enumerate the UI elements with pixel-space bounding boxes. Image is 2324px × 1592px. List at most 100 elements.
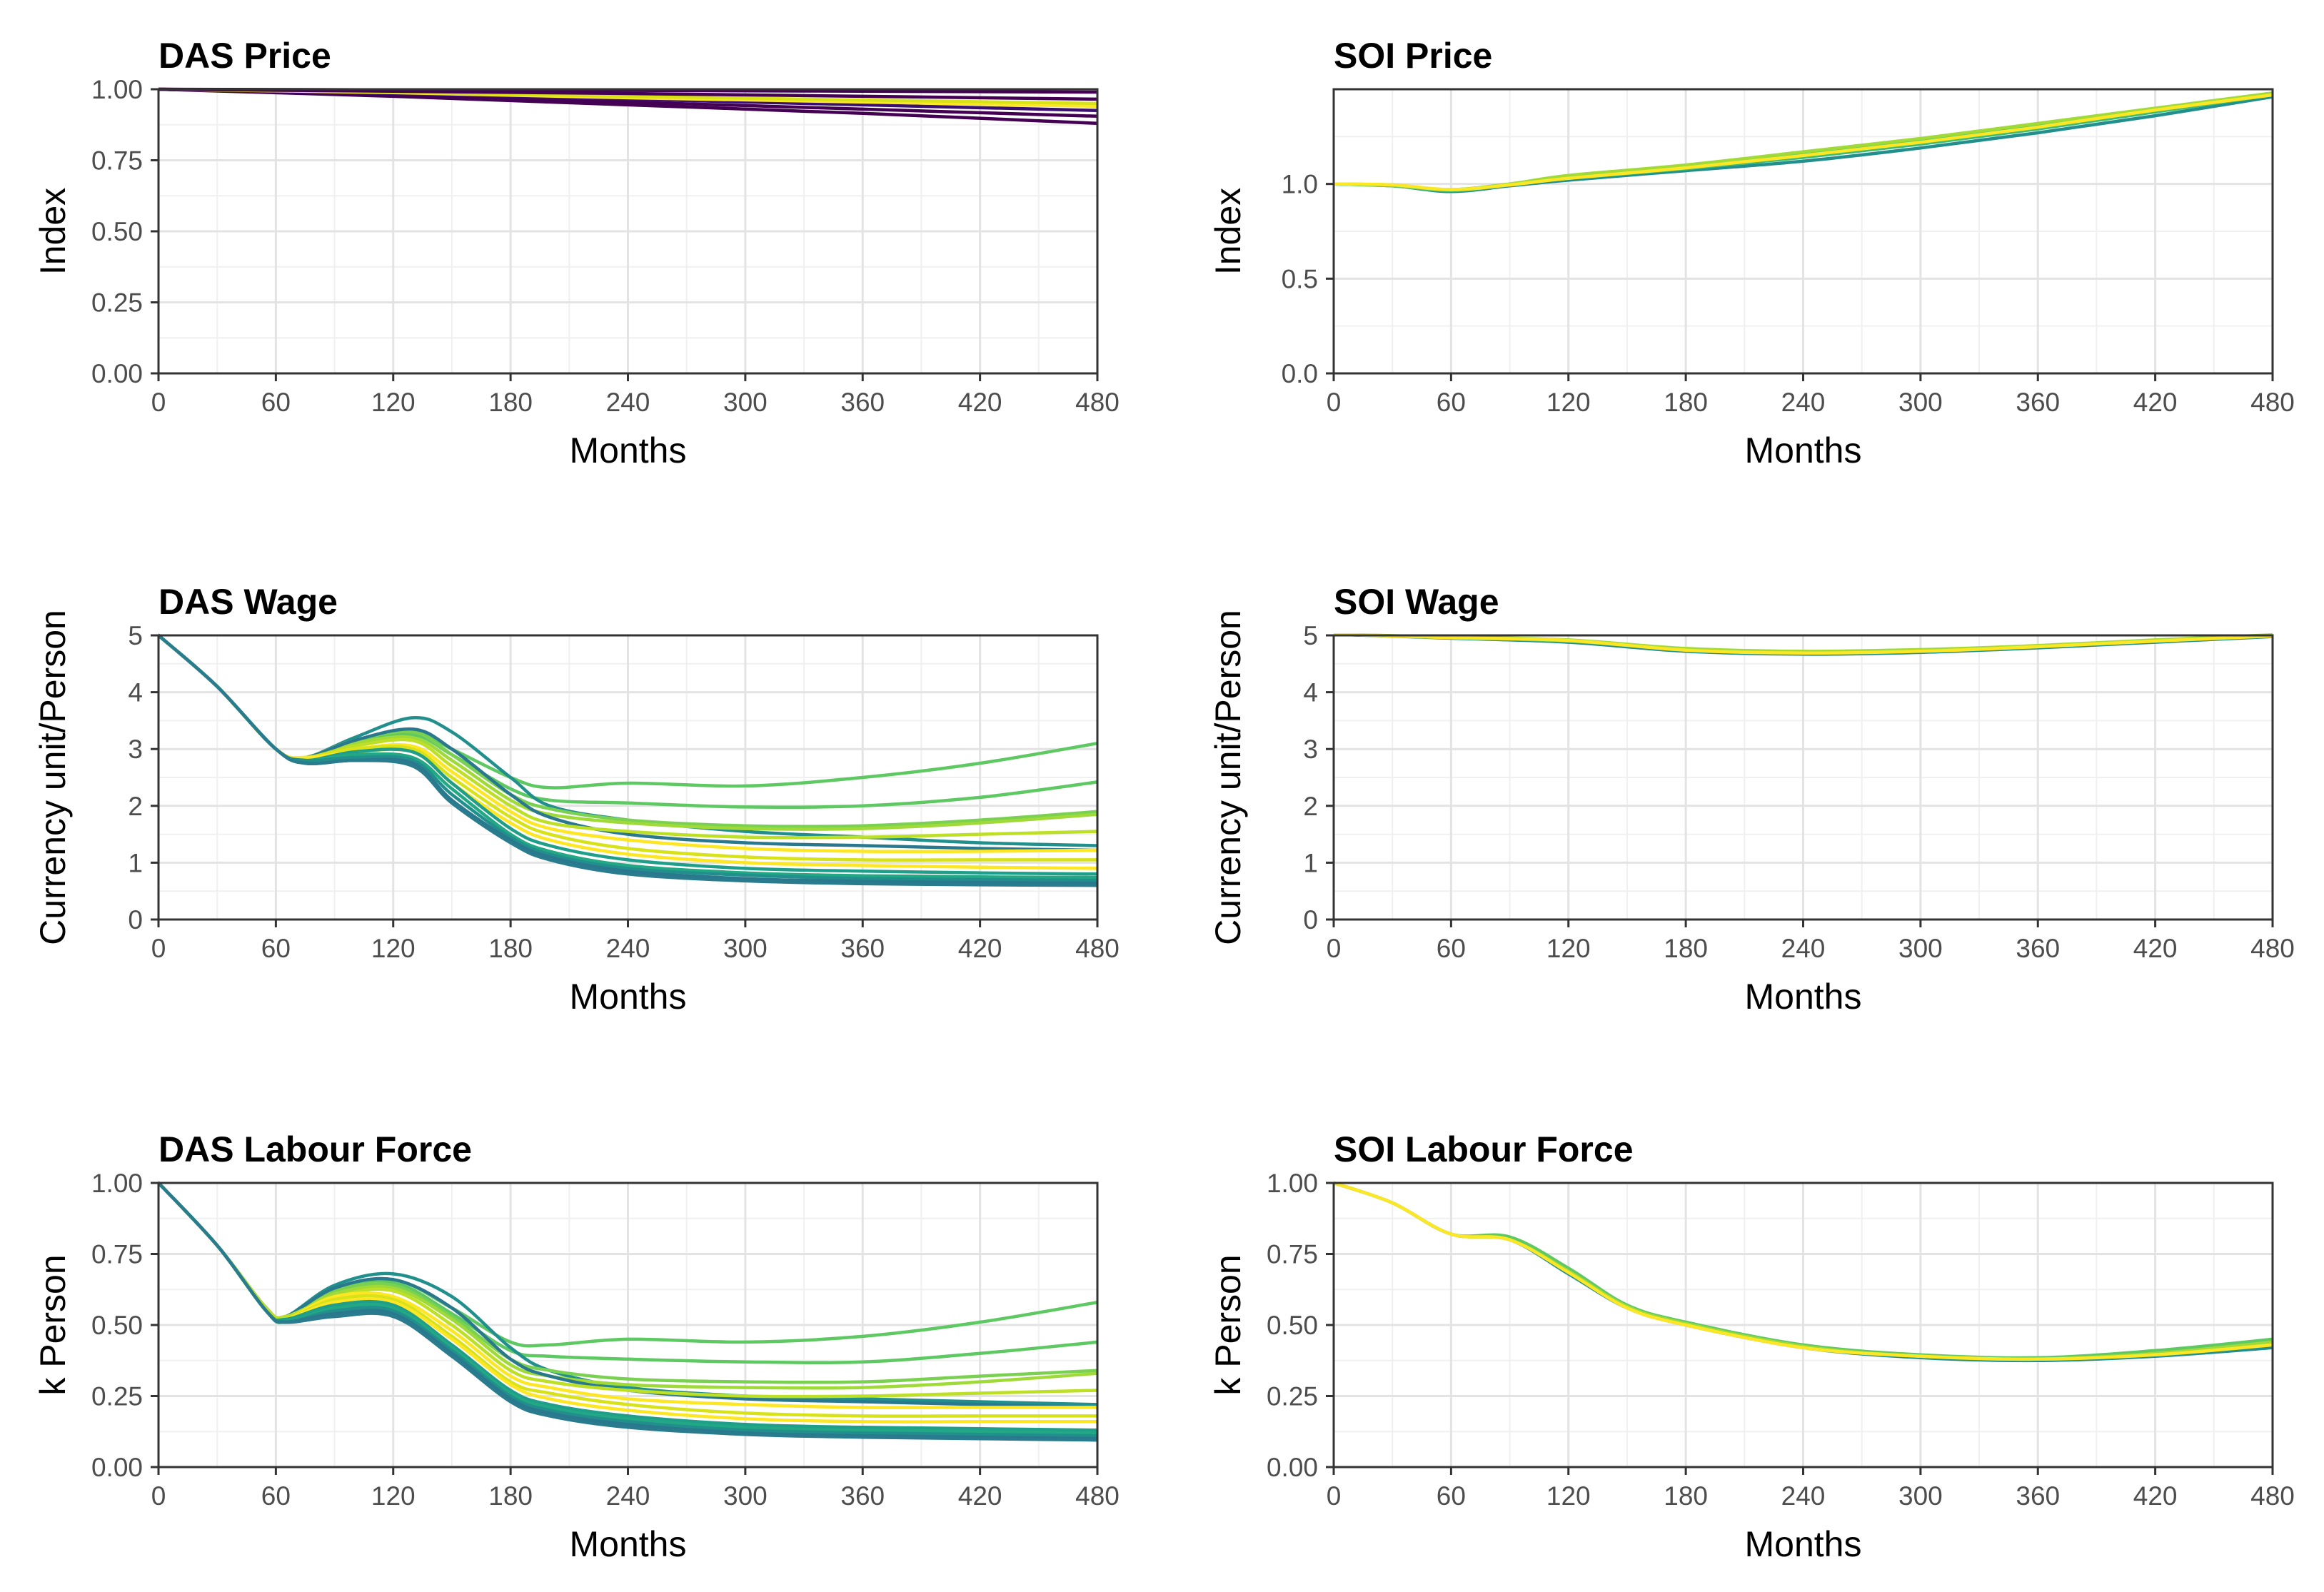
x-axis-label: Months (570, 977, 687, 1017)
x-tick-label: 420 (958, 388, 1002, 417)
x-axis-label: Months (1745, 977, 1862, 1017)
x-tick-label: 180 (1664, 934, 1708, 963)
x-tick-label: 360 (840, 1481, 885, 1511)
x-axis-label: Months (1745, 1524, 1862, 1564)
y-tick-label: 4 (128, 678, 143, 707)
panel-title: DAS Labour Force (159, 1129, 472, 1169)
x-tick-label: 0 (151, 1481, 166, 1511)
soi-wage-panel: 0 60 120 180 240 300 360 420 480 0 1 2 3 4 5 SOI Wage Mo… (1208, 582, 2295, 1017)
x-tick-label: 360 (2016, 388, 2060, 417)
y-tick-label: 0.50 (91, 217, 143, 246)
y-axis-label: k Person (33, 1254, 73, 1395)
x-tick-label: 120 (371, 388, 416, 417)
series-group (159, 1181, 1097, 1442)
series-group (1334, 1181, 2273, 1363)
y-tick-label: 5 (128, 621, 143, 650)
x-tick-label: 480 (2250, 388, 2295, 417)
soi-price-panel: 0 60 120 180 240 300 360 420 480 0.0 0.5 1.0 SOI Pri… (1208, 36, 2295, 470)
series-group (159, 633, 1097, 887)
x-tick-label: 420 (2133, 1481, 2178, 1511)
y-tick-label: 1.00 (91, 75, 143, 104)
x-tick-label: 60 (261, 1481, 291, 1511)
soi-labour-force-panel: 0 60 120 180 240 300 360 420 480 0.00 0.25 0.50 0.75… (1208, 1129, 2295, 1564)
x-tick-label: 180 (488, 388, 533, 417)
x-tick-label: 240 (1781, 388, 1826, 417)
x-tick-label: 60 (1437, 934, 1466, 963)
das-wage-panel: 0 60 120 180 240 300 360 420 480 0 1 2 3 4 5 DAS Wage Mo… (33, 582, 1120, 1017)
y-tick-label: 0.00 (91, 359, 143, 388)
y-tick-label: 0.0 (1282, 359, 1318, 388)
x-tick-label: 300 (723, 1481, 768, 1511)
y-tick-label: 1.00 (91, 1169, 143, 1198)
x-tick-label: 480 (2250, 1481, 2295, 1511)
panel-title: SOI Wage (1334, 582, 1499, 622)
panel-title: DAS Price (159, 36, 331, 76)
series-line-run-5 (1334, 93, 2273, 191)
y-axis-label: Currency unit/Person (33, 610, 73, 945)
x-tick-label: 0 (151, 388, 166, 417)
y-tick-label: 4 (1303, 678, 1318, 707)
x-tick-label: 0 (1327, 934, 1342, 963)
y-tick-label: 0.25 (91, 288, 143, 318)
series-group (1334, 633, 2273, 656)
x-tick-label: 420 (958, 1481, 1002, 1511)
x-tick-label: 180 (1664, 388, 1708, 417)
x-tick-label: 0 (1327, 1481, 1342, 1511)
das-price-panel: 0 60 120 180 240 300 360 420 480 0.00 0.25 0.50 0.75… (33, 36, 1120, 470)
x-tick-label: 360 (840, 388, 885, 417)
x-tick-label: 60 (1437, 388, 1466, 417)
y-tick-label: 0 (1303, 905, 1318, 934)
series-group (159, 87, 1097, 126)
x-tick-label: 420 (2133, 388, 2178, 417)
y-tick-label: 0.50 (1267, 1311, 1318, 1340)
y-tick-label: 0.5 (1282, 264, 1318, 293)
x-tick-label: 480 (1075, 388, 1120, 417)
y-axis-label: Index (1208, 188, 1248, 275)
y-axis-label: Currency unit/Person (1208, 610, 1248, 945)
x-axis-label: Months (1745, 430, 1862, 470)
panel-title: DAS Wage (159, 582, 338, 622)
x-tick-label: 60 (261, 388, 291, 417)
x-tick-label: 240 (606, 388, 650, 417)
y-tick-label: 5 (1303, 621, 1318, 650)
x-tick-label: 300 (1898, 934, 1943, 963)
y-tick-label: 0.75 (91, 146, 143, 176)
x-tick-label: 240 (606, 934, 650, 963)
panel-title: SOI Price (1334, 36, 1492, 76)
y-tick-label: 0.25 (1267, 1382, 1318, 1411)
y-tick-label: 0.00 (1267, 1453, 1318, 1482)
series-line-run-15 (159, 1181, 1097, 1442)
series-line-run-7 (159, 1181, 1097, 1399)
x-tick-label: 300 (1898, 388, 1943, 417)
x-tick-label: 120 (1546, 1481, 1591, 1511)
y-tick-label: 2 (128, 792, 143, 821)
x-tick-label: 60 (1437, 1481, 1466, 1511)
x-tick-label: 180 (488, 934, 533, 963)
x-tick-label: 360 (2016, 1481, 2060, 1511)
x-tick-label: 300 (723, 388, 768, 417)
x-tick-label: 300 (1898, 1481, 1943, 1511)
panel-title: SOI Labour Force (1334, 1129, 1634, 1169)
y-tick-label: 1 (1303, 848, 1318, 877)
x-tick-label: 480 (2250, 934, 2295, 963)
x-tick-label: 480 (1075, 934, 1120, 963)
y-tick-label: 2 (1303, 792, 1318, 821)
y-tick-label: 0.50 (91, 1311, 143, 1340)
series-line-run-4 (1334, 1181, 2273, 1361)
y-tick-label: 1.0 (1282, 170, 1318, 199)
series-line-run-15 (159, 633, 1097, 887)
series-line-run-4 (1334, 633, 2273, 655)
y-axis-label: k Person (1208, 1254, 1248, 1395)
x-tick-label: 60 (261, 934, 291, 963)
x-tick-label: 0 (1327, 388, 1342, 417)
x-tick-label: 180 (488, 1481, 533, 1511)
x-tick-label: 240 (606, 1481, 650, 1511)
das-labour-force-panel: 0 60 120 180 240 300 360 420 480 0.00 0.25 0.50 0.75… (33, 1129, 1120, 1564)
x-tick-label: 360 (840, 934, 885, 963)
y-tick-label: 1.00 (1267, 1169, 1318, 1198)
y-tick-label: 3 (1303, 735, 1318, 764)
y-tick-label: 3 (128, 735, 143, 764)
x-tick-label: 300 (723, 934, 768, 963)
y-tick-label: 0.25 (91, 1382, 143, 1411)
